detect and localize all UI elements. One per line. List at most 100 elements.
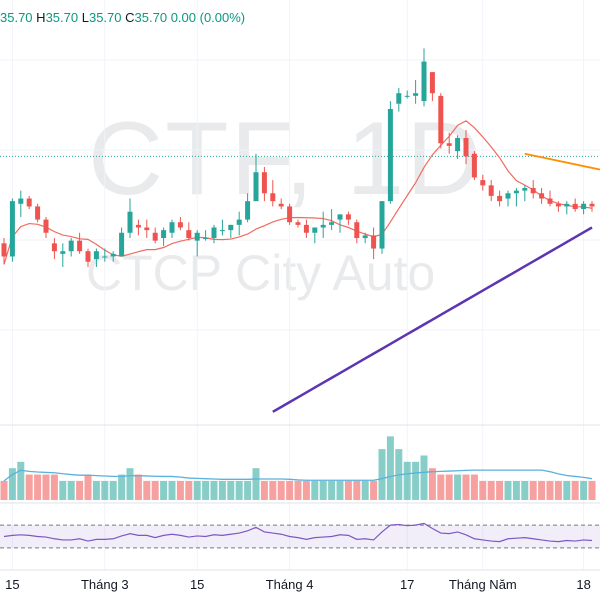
candle-body — [337, 214, 343, 220]
candle-body — [446, 143, 452, 146]
candle-body — [236, 219, 242, 225]
company-name-watermark: CTCP City Auto — [86, 245, 436, 301]
volume-bar — [67, 480, 75, 500]
volume-bar — [252, 468, 260, 500]
moving-average-fast-line — [3, 120, 593, 265]
volume-bar — [344, 480, 352, 500]
candle-body — [429, 72, 435, 94]
volume-bar — [50, 474, 58, 500]
candle-body — [396, 93, 402, 104]
candle-body — [127, 211, 133, 233]
volume-bar — [118, 474, 126, 500]
candle-body — [362, 235, 368, 239]
volume-bar — [302, 480, 310, 500]
volume-bar — [437, 474, 445, 500]
volume-bar — [76, 480, 84, 500]
volume-bar — [319, 480, 327, 500]
candle-body — [354, 222, 360, 239]
candle-body — [303, 224, 309, 233]
volume-bar — [496, 480, 504, 500]
volume-bar — [84, 474, 92, 500]
candle-body — [505, 193, 511, 199]
candle-body — [455, 137, 461, 152]
candle-body — [387, 109, 393, 202]
volume-bar — [454, 474, 462, 500]
volume-bar — [412, 461, 420, 500]
volume-bar — [17, 461, 25, 500]
candle-body — [438, 95, 444, 144]
ohlc-close-label: C — [125, 10, 135, 25]
candle-body — [320, 224, 326, 228]
volume-bar — [8, 468, 16, 500]
candle-body — [530, 188, 536, 194]
time-axis-tick-label: 15 — [190, 577, 204, 592]
volume-bar — [487, 480, 495, 500]
candle-body — [564, 203, 570, 207]
volume-bar — [403, 461, 411, 500]
candle-body — [589, 203, 595, 207]
volume-bar — [353, 480, 361, 500]
volume-average-line — [3, 469, 593, 482]
volume-bar — [286, 480, 294, 500]
candle-body — [144, 227, 150, 231]
candle-body — [555, 203, 561, 207]
candle-body — [18, 198, 24, 204]
candle-body — [261, 172, 267, 194]
candle-body — [119, 232, 125, 257]
candle-body — [253, 172, 259, 202]
volume-bar — [470, 474, 478, 500]
volume-bar — [462, 474, 470, 500]
candle-body — [379, 201, 385, 249]
candle-body — [228, 224, 234, 231]
candle-body — [421, 61, 427, 102]
candle-body — [539, 193, 545, 199]
candle-body — [404, 95, 410, 97]
trend-line — [524, 152, 600, 171]
candle-body — [68, 240, 74, 252]
volume-bar — [336, 480, 344, 500]
candle-body — [547, 198, 553, 204]
candle-body — [152, 232, 158, 241]
time-axis: 15 Tháng 3 15 Tháng 4 17 Tháng Năm 18 — [5, 577, 591, 592]
candle-body — [497, 195, 503, 202]
volume-bar — [227, 480, 235, 500]
volume-bar — [59, 480, 67, 500]
candle-body — [203, 238, 209, 240]
rsi-pane — [0, 522, 600, 549]
candle-body — [211, 227, 217, 239]
volume-bar — [0, 480, 8, 500]
volume-bar — [235, 480, 243, 500]
volume-bar — [34, 474, 42, 500]
volume-bar — [143, 480, 151, 500]
candle-body — [278, 203, 284, 207]
candle-body — [1, 243, 7, 257]
volume-bar — [42, 474, 50, 500]
moving-average-slow-line — [272, 226, 593, 413]
volume-bar — [529, 480, 537, 500]
candle-body — [329, 222, 335, 225]
volume-bar — [160, 480, 168, 500]
rsi-band — [0, 525, 600, 548]
candle-body — [194, 232, 200, 241]
candle-body — [169, 222, 175, 233]
ohlc-high-value: 35.70 — [45, 10, 79, 25]
candle-body — [85, 251, 91, 262]
volume-bar — [277, 480, 285, 500]
ohlc-close-value: 35.70 — [134, 10, 168, 25]
candle-body — [77, 240, 83, 252]
volume-bar — [185, 480, 193, 500]
volume-bar — [202, 480, 210, 500]
volume-bar — [176, 480, 184, 500]
candle-body — [245, 201, 251, 220]
candle-body — [51, 243, 57, 252]
volume-bar — [168, 480, 176, 500]
ohlc-change-value: 0.00 (0.00%) — [170, 10, 246, 25]
volume-bar — [512, 480, 520, 500]
volume-bar — [428, 468, 436, 500]
volume-bar — [109, 480, 117, 500]
price-pane — [0, 48, 600, 413]
volume-bar — [386, 436, 394, 500]
volume-bar — [311, 480, 319, 500]
volume-bar — [25, 474, 33, 500]
